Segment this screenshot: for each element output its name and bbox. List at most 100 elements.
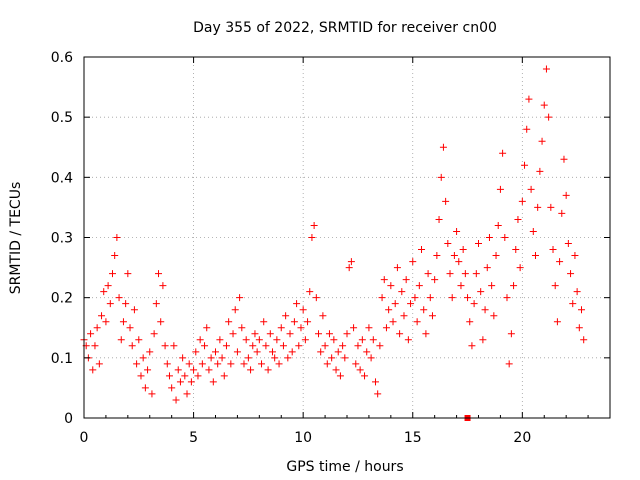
data-point bbox=[523, 125, 531, 133]
data-point bbox=[435, 215, 443, 223]
data-point bbox=[507, 330, 515, 338]
data-point bbox=[494, 221, 502, 229]
data-point bbox=[521, 161, 529, 169]
x-tick-label: 20 bbox=[513, 430, 531, 446]
data-point bbox=[345, 264, 353, 272]
data-point bbox=[350, 324, 358, 332]
data-point bbox=[214, 360, 222, 368]
data-point bbox=[339, 342, 347, 350]
data-point bbox=[558, 209, 566, 217]
data-point bbox=[547, 203, 555, 211]
data-point bbox=[472, 270, 480, 278]
data-point bbox=[422, 330, 430, 338]
y-axis-label: SRMTID / TECUs bbox=[8, 182, 24, 295]
data-point bbox=[304, 318, 312, 326]
data-point bbox=[534, 203, 542, 211]
data-points bbox=[80, 65, 588, 421]
data-point bbox=[168, 384, 176, 392]
data-point bbox=[499, 149, 507, 157]
data-point bbox=[240, 360, 248, 368]
data-point bbox=[258, 360, 266, 368]
data-point bbox=[369, 336, 377, 344]
data-point bbox=[216, 336, 224, 344]
data-point bbox=[176, 378, 184, 386]
data-point bbox=[108, 270, 116, 278]
data-point bbox=[481, 306, 489, 314]
data-point bbox=[571, 252, 579, 260]
y-tick-label: 0.2 bbox=[51, 291, 73, 307]
data-point bbox=[450, 252, 458, 260]
y-tick-label: 0.4 bbox=[51, 170, 73, 186]
data-point bbox=[442, 197, 450, 205]
data-point bbox=[275, 360, 283, 368]
data-point bbox=[242, 336, 250, 344]
data-point bbox=[194, 372, 202, 380]
data-point bbox=[393, 264, 401, 272]
x-axis-label: GPS time / hours bbox=[286, 459, 403, 475]
data-point bbox=[490, 312, 498, 320]
data-point bbox=[102, 318, 110, 326]
data-point bbox=[95, 360, 103, 368]
data-point bbox=[310, 221, 318, 229]
data-point bbox=[119, 318, 127, 326]
data-point bbox=[185, 360, 193, 368]
data-point bbox=[205, 366, 213, 374]
data-point bbox=[130, 306, 138, 314]
data-point bbox=[312, 294, 320, 302]
x-tick-label: 5 bbox=[189, 430, 198, 446]
data-point bbox=[319, 312, 327, 320]
data-point bbox=[253, 348, 261, 356]
data-point bbox=[518, 197, 526, 205]
data-point bbox=[290, 318, 298, 326]
data-point bbox=[323, 360, 331, 368]
grid-lines bbox=[84, 57, 610, 418]
y-tick-label: 0 bbox=[64, 411, 73, 427]
x-tick-label: 15 bbox=[404, 430, 422, 446]
data-point bbox=[117, 336, 125, 344]
data-point bbox=[325, 330, 333, 338]
data-point bbox=[295, 342, 303, 350]
data-point bbox=[139, 354, 147, 362]
data-point bbox=[545, 113, 553, 121]
data-point bbox=[225, 318, 233, 326]
data-point bbox=[475, 240, 482, 248]
data-point bbox=[190, 366, 198, 374]
x-tick-label: 10 bbox=[294, 430, 312, 446]
data-point bbox=[407, 300, 415, 308]
data-point bbox=[378, 294, 386, 302]
data-point bbox=[569, 300, 577, 308]
data-point bbox=[398, 288, 406, 296]
data-point bbox=[266, 330, 274, 338]
data-point bbox=[273, 336, 281, 344]
data-point bbox=[218, 354, 226, 362]
data-point bbox=[144, 366, 152, 374]
data-point bbox=[170, 342, 178, 350]
data-point bbox=[503, 294, 511, 302]
data-point bbox=[301, 336, 309, 344]
data-point bbox=[152, 300, 160, 308]
data-point bbox=[343, 330, 351, 338]
data-point bbox=[126, 324, 134, 332]
data-point bbox=[201, 342, 209, 350]
data-point bbox=[286, 330, 294, 338]
data-point bbox=[468, 342, 476, 350]
data-point bbox=[135, 336, 143, 344]
data-point bbox=[365, 324, 373, 332]
data-point bbox=[527, 185, 535, 193]
data-point bbox=[172, 396, 180, 404]
data-point bbox=[396, 330, 404, 338]
data-point bbox=[464, 294, 472, 302]
data-point bbox=[328, 354, 336, 362]
data-point bbox=[514, 215, 522, 223]
data-point bbox=[488, 282, 496, 290]
data-point bbox=[198, 360, 206, 368]
data-point bbox=[573, 288, 581, 296]
data-point bbox=[212, 348, 219, 356]
data-point bbox=[420, 306, 428, 314]
data-point bbox=[165, 372, 173, 380]
data-point bbox=[255, 336, 263, 344]
chart-title: Day 355 of 2022, SRMTID for receiver cn0… bbox=[193, 20, 497, 36]
data-point bbox=[220, 372, 228, 380]
data-point bbox=[510, 282, 518, 290]
